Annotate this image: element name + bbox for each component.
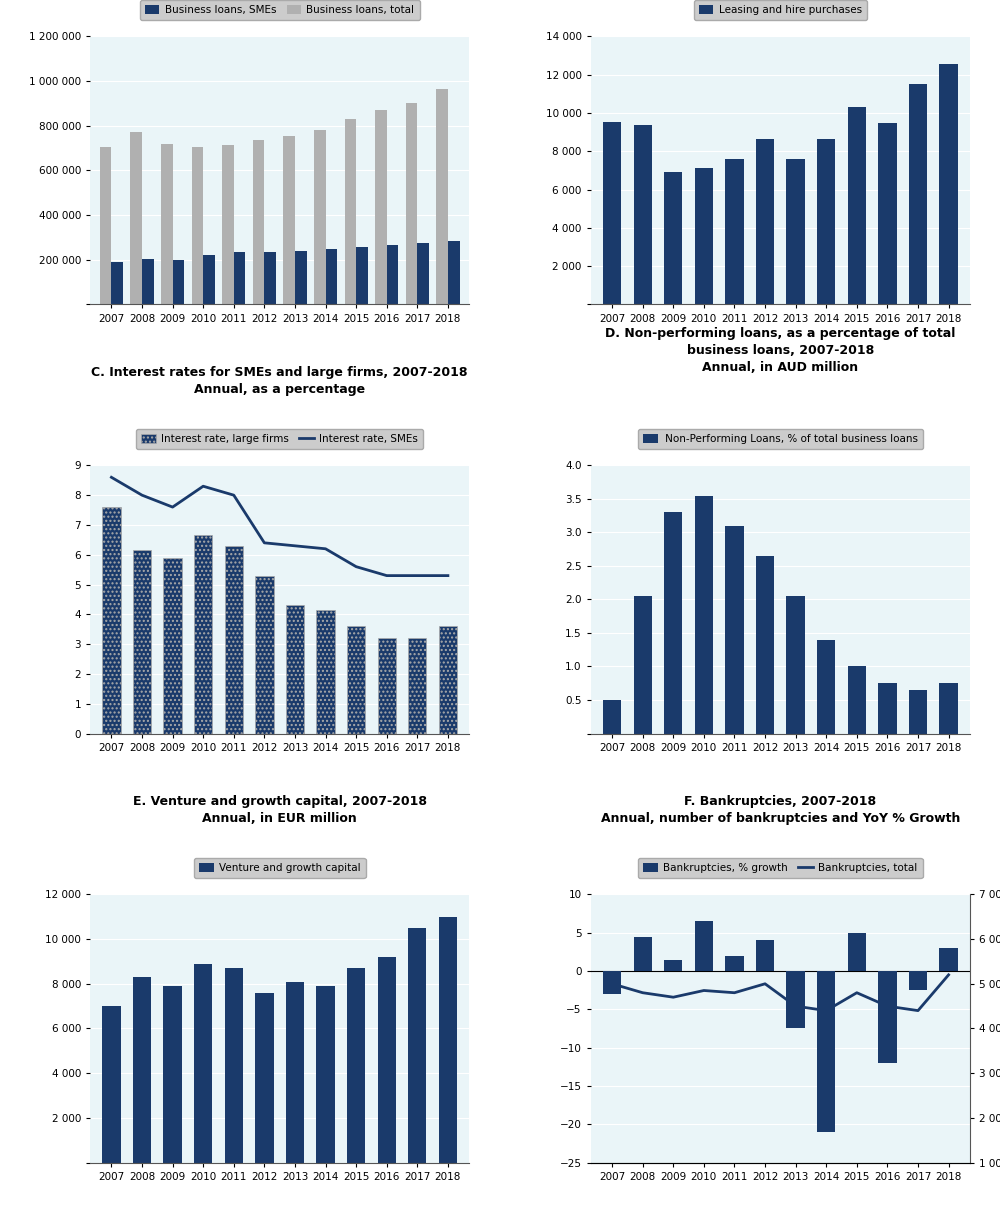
Bar [634, 596, 652, 734]
Bar [848, 666, 866, 734]
Bar [664, 512, 682, 734]
Bar [326, 249, 337, 304]
Bar [909, 971, 927, 991]
Bar [378, 957, 396, 1163]
Legend: Bankruptcies, % growth, Bankruptcies, total: Bankruptcies, % growth, Bankruptcies, to… [638, 859, 923, 878]
Legend: Interest rate, large firms, Interest rate, SMEs: Interest rate, large firms, Interest rat… [136, 429, 423, 449]
Bar [786, 596, 805, 734]
Bar [634, 936, 652, 971]
Bar [909, 85, 927, 304]
Bar [603, 700, 621, 734]
Bar [142, 259, 154, 304]
Bar [417, 243, 429, 304]
Legend: Venture and growth capital: Venture and growth capital [194, 859, 366, 878]
Bar [939, 948, 958, 971]
Legend: Business loans, SMEs, Business loans, total: Business loans, SMEs, Business loans, to… [140, 0, 420, 21]
Bar [725, 526, 744, 734]
Legend: Leasing and hire purchases: Leasing and hire purchases [694, 0, 867, 21]
Bar [314, 130, 326, 304]
Bar [163, 558, 182, 734]
Bar [347, 626, 365, 734]
Bar [848, 932, 866, 971]
Bar [102, 1006, 121, 1163]
Bar [439, 626, 457, 734]
Bar [878, 683, 897, 734]
Bar [603, 971, 621, 994]
Bar [378, 638, 396, 734]
Bar [786, 159, 805, 304]
Bar [939, 64, 958, 304]
Bar [408, 928, 426, 1163]
Bar [194, 964, 212, 1163]
Title: F. Bankruptcies, 2007-2018
Annual, number of bankruptcies and YoY % Growth: F. Bankruptcies, 2007-2018 Annual, numbe… [601, 796, 960, 825]
Bar [387, 245, 398, 304]
Bar [756, 556, 774, 734]
Bar [100, 147, 111, 304]
Bar [255, 993, 274, 1163]
Bar [102, 507, 121, 734]
Bar [695, 495, 713, 734]
Bar [448, 241, 460, 304]
Bar [817, 139, 835, 304]
Bar [264, 252, 276, 304]
Bar [225, 968, 243, 1163]
Bar [603, 121, 621, 304]
Title: D. Non-performing loans, as a percentage of total
business loans, 2007-2018
Annu: D. Non-performing loans, as a percentage… [605, 327, 956, 374]
Bar [878, 122, 897, 304]
Bar [406, 103, 417, 304]
Legend:  Non-Performing Loans, % of total business loans: Non-Performing Loans, % of total busines… [638, 429, 923, 449]
Bar [817, 971, 835, 1132]
Bar [133, 550, 151, 734]
Bar [234, 252, 245, 304]
Bar [939, 683, 958, 734]
Bar [173, 260, 184, 304]
Bar [316, 986, 335, 1163]
Bar [345, 119, 356, 304]
Bar [848, 108, 866, 304]
Bar [664, 959, 682, 971]
Bar [817, 639, 835, 734]
Bar [439, 917, 457, 1163]
Bar [222, 144, 234, 304]
Title: E. Venture and growth capital, 2007-2018
Annual, in EUR million: E. Venture and growth capital, 2007-2018… [133, 796, 427, 825]
Bar [375, 110, 387, 304]
Bar [725, 159, 744, 304]
Bar [111, 262, 123, 304]
Bar [286, 982, 304, 1163]
Bar [203, 256, 215, 304]
Bar [695, 922, 713, 971]
Bar [436, 88, 448, 304]
Bar [786, 971, 805, 1028]
Bar [634, 126, 652, 304]
Bar [909, 690, 927, 734]
Bar [283, 137, 295, 304]
Bar [286, 606, 304, 734]
Bar [664, 172, 682, 304]
Bar [756, 941, 774, 971]
Bar [253, 140, 264, 304]
Bar [295, 252, 307, 304]
Bar [255, 575, 274, 734]
Bar [161, 144, 173, 304]
Bar [878, 971, 897, 1063]
Bar [408, 638, 426, 734]
Bar [725, 955, 744, 971]
Bar [347, 968, 365, 1163]
Bar [163, 986, 182, 1163]
Bar [225, 546, 243, 734]
Bar [695, 168, 713, 304]
Bar [130, 132, 142, 304]
Bar [192, 147, 203, 304]
Bar [356, 247, 368, 304]
Bar [316, 610, 335, 734]
Bar [194, 535, 212, 734]
Bar [756, 139, 774, 304]
Title: C. Interest rates for SMEs and large firms, 2007-2018
Annual, as a percentage: C. Interest rates for SMEs and large fir… [91, 366, 468, 396]
Bar [133, 977, 151, 1163]
